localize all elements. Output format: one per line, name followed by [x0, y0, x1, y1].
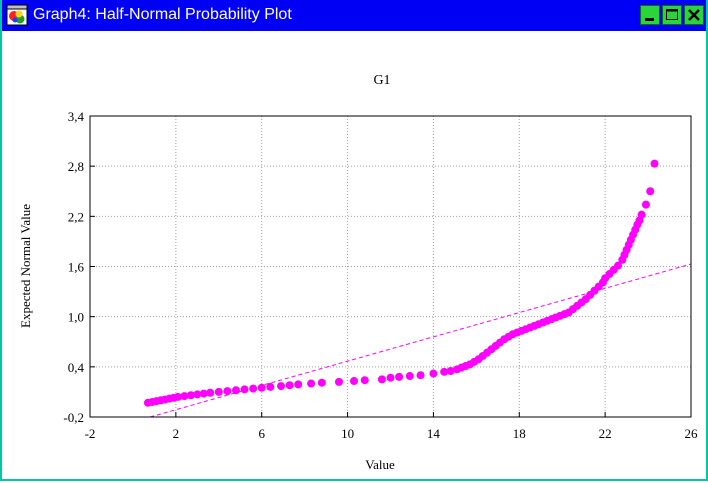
statistica-graph-icon[interactable]	[6, 4, 28, 26]
data-point	[386, 373, 395, 382]
data-point	[180, 392, 189, 401]
x-axis-ticks: -2 2 6 10 14 18 22 26	[85, 412, 698, 441]
data-points	[143, 159, 659, 407]
data-point	[350, 377, 359, 386]
data-point	[186, 391, 195, 400]
x-tick-label: 2	[173, 426, 180, 441]
x-tick-label: 22	[599, 426, 612, 441]
x-tick-label: -2	[85, 426, 96, 441]
x-axis-label: Value	[365, 457, 395, 472]
data-point	[285, 381, 294, 390]
title-bar[interactable]: Graph4: Half-Normal Probability Plot	[2, 0, 706, 31]
data-point	[206, 388, 215, 397]
data-point	[294, 380, 303, 389]
data-point	[440, 367, 449, 376]
data-point	[223, 387, 232, 396]
plot-frame	[89, 115, 692, 418]
data-point	[641, 200, 650, 209]
data-point	[637, 210, 646, 219]
data-point	[646, 187, 655, 196]
data-point	[416, 371, 425, 380]
data-point	[199, 389, 208, 398]
y-tick-label: 3,4	[68, 109, 85, 124]
data-point	[257, 383, 266, 392]
data-point	[377, 375, 386, 384]
y-tick-label: 1,0	[68, 310, 84, 325]
y-tick-label: 1,6	[68, 260, 85, 275]
data-point	[240, 385, 249, 394]
data-point	[231, 386, 240, 395]
minimize-icon	[645, 18, 654, 21]
maximize-button[interactable]	[662, 5, 682, 25]
close-button[interactable]	[684, 5, 704, 25]
half-normal-plot: G1 -0,20,41,01,62,22,83,4 -2 2 6 10 14 18 22 26…	[18, 73, 698, 472]
x-tick-label: 14	[427, 426, 441, 441]
y-tick-label: 2,8	[68, 159, 84, 174]
data-point	[174, 392, 183, 401]
data-point	[266, 382, 275, 391]
y-tick-label: 0,4	[68, 360, 85, 375]
data-point	[214, 387, 223, 396]
data-point	[317, 378, 326, 387]
x-tick-label: 18	[513, 426, 526, 441]
y-axis-ticks: -0,2 0,4 1,0 1,6 2,2 2,8 3,4	[63, 109, 95, 425]
data-point	[307, 379, 316, 388]
x-tick-label: 6	[258, 426, 265, 441]
y-tick-label: 2,2	[68, 209, 84, 224]
minimize-button[interactable]	[640, 5, 660, 25]
data-point	[249, 384, 258, 393]
plot-area: G1 -0,2 0,4 1,0 1,6 2,2 2,8 3,4 -2 2 6 10 14 18 22 26…	[2, 31, 706, 479]
data-point	[395, 372, 404, 381]
close-icon	[688, 9, 700, 21]
maximize-icon	[666, 9, 678, 20]
chart-title: G1	[373, 73, 390, 88]
data-point	[277, 382, 286, 391]
x-tick-label: 10	[341, 426, 354, 441]
grid-lines	[90, 116, 691, 417]
y-axis-label: Expected Normal Value	[18, 204, 33, 328]
x-tick-label: 26	[685, 426, 699, 441]
data-point	[429, 369, 438, 378]
data-point	[360, 376, 369, 385]
data-point	[405, 372, 414, 381]
data-point	[334, 377, 343, 386]
reference-line	[149, 263, 692, 418]
data-point	[193, 390, 202, 399]
data-point	[650, 159, 659, 168]
window-title: Graph4: Half-Normal Probability Plot	[33, 6, 292, 23]
y-tick-label: -0,2	[63, 410, 84, 425]
data-point	[446, 367, 455, 376]
data-point	[614, 261, 623, 270]
